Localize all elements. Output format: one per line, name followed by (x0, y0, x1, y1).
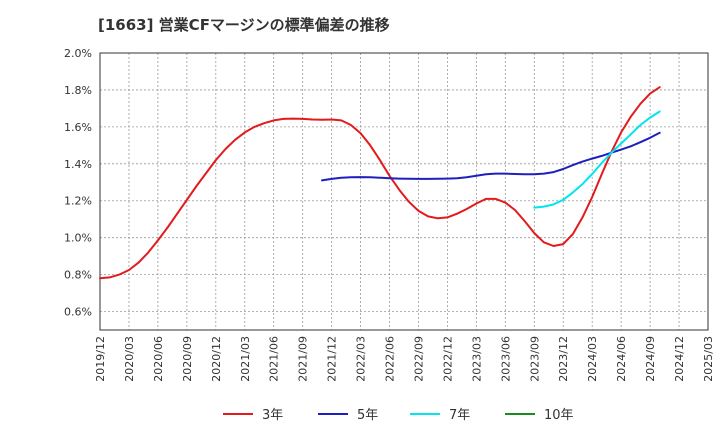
x-tick-label: 2020/12 (210, 336, 223, 382)
x-tick-label: 2022/09 (412, 336, 425, 382)
x-tick-label: 2024/12 (673, 336, 686, 382)
x-tick-label: 2020/09 (181, 336, 194, 382)
x-tick-label: 2023/03 (470, 336, 483, 382)
y-tick-label: 0.8% (64, 269, 92, 282)
x-tick-label: 2022/12 (441, 336, 454, 382)
series-layer (99, 86, 661, 280)
y-tick-label: 1.4% (64, 158, 92, 171)
x-tick-label: 2021/09 (297, 336, 310, 382)
plot-frame (99, 52, 709, 331)
series-line-7年 (533, 110, 661, 209)
y-tick-label: 2.0% (64, 47, 92, 60)
x-tick-label: 2022/06 (384, 336, 397, 382)
x-tick-label: 2021/03 (239, 336, 252, 382)
legend-label: 3年 (262, 408, 283, 423)
series-line-5年 (321, 131, 661, 182)
x-tick-label: 2020/03 (123, 336, 136, 382)
chart-title: [1663] 営業CFマージンの標準偏差の推移 (98, 16, 390, 34)
x-tick-label: 2023/12 (557, 336, 570, 382)
x-tick-label: 2021/12 (326, 336, 339, 382)
y-tick-label: 1.0% (64, 232, 92, 245)
x-tick-label: 2023/06 (499, 336, 512, 382)
x-tick-label: 2019/12 (94, 336, 107, 382)
y-tick-label: 0.6% (64, 306, 92, 319)
y-tick-label: 1.2% (64, 195, 92, 208)
x-tick-label: 2024/06 (615, 336, 628, 382)
legend-label: 10年 (544, 408, 574, 423)
x-tick-label: 2022/03 (355, 336, 368, 382)
x-tick-label: 2023/09 (528, 336, 541, 382)
y-tick-label: 1.6% (64, 121, 92, 134)
grid-layer (99, 52, 709, 330)
x-tick-label: 2020/06 (152, 336, 165, 382)
x-tick-label: 2025/03 (702, 336, 715, 382)
series-line-3年 (99, 86, 661, 280)
x-tick-label: 2024/09 (644, 336, 657, 382)
legend-label: 5年 (357, 408, 378, 423)
x-tick-label: 2021/06 (268, 336, 281, 382)
legend-label: 7年 (449, 408, 470, 423)
x-tick-label: 2024/03 (586, 336, 599, 382)
axis-layer: 0.6% 0.8% 1.0% 1.2% 1.4% 1.6% 1.8% 2.0% 2019/12 2… (64, 47, 715, 382)
y-tick-label: 1.8% (64, 84, 92, 97)
legend: 3年 5年 7年 10年 (223, 408, 574, 423)
